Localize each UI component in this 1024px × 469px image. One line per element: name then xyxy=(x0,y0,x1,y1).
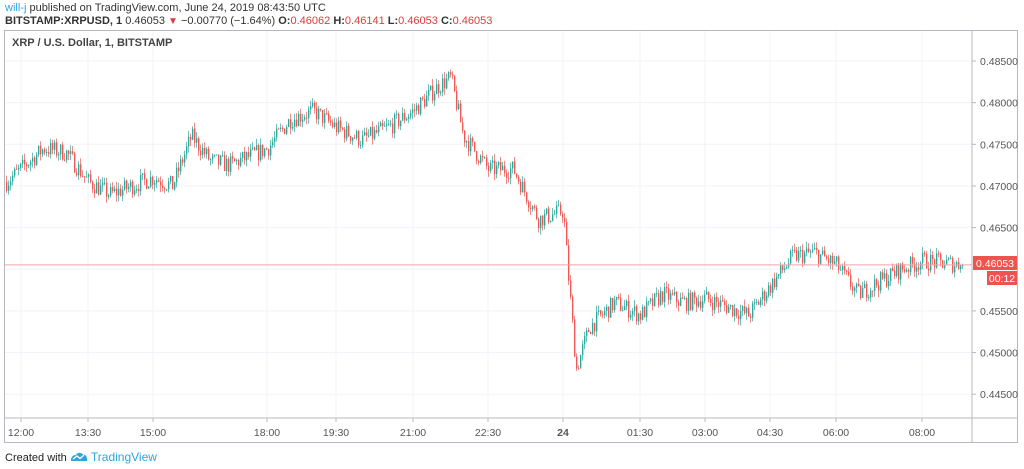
close-label: C: xyxy=(440,15,453,27)
svg-text:0.47000: 0.47000 xyxy=(980,181,1018,193)
svg-text:0.45000: 0.45000 xyxy=(980,348,1018,360)
countdown-badge: 00:12 xyxy=(987,271,1017,285)
svg-text:0.47500: 0.47500 xyxy=(980,139,1018,151)
current-price-badge: 0.46053 xyxy=(973,256,1017,270)
high-value: 0.46141 xyxy=(344,15,385,27)
close-value: 0.46053 xyxy=(452,15,493,27)
svg-text:0.48500: 0.48500 xyxy=(980,56,1018,68)
svg-text:0.45500: 0.45500 xyxy=(980,306,1018,318)
open-value: 0.46062 xyxy=(290,15,331,27)
svg-text:21:00: 21:00 xyxy=(400,427,426,439)
tradingview-cloud-icon xyxy=(70,452,87,461)
low-label: L: xyxy=(387,15,399,27)
countdown-label: 00:12 xyxy=(989,273,1015,285)
svg-text:22:30: 22:30 xyxy=(475,427,501,439)
candlesticks xyxy=(6,69,964,371)
price-change: −0.00770 (−1.64%) xyxy=(181,15,276,27)
svg-text:0.44500: 0.44500 xyxy=(980,389,1018,401)
time-axis[interactable]: 12:00 13:30 15:00 18:00 19:30 21:00 22:30 24 01:… xyxy=(8,418,935,439)
grid-lines xyxy=(5,31,971,417)
svg-text:0.48000: 0.48000 xyxy=(980,98,1018,110)
price-axis[interactable]: 0.48500 0.48000 0.47500 0.47000 0.46500 0.455… xyxy=(972,56,1018,401)
last-price: 0.46053 xyxy=(125,15,165,27)
chart-title: XRP / U.S. Dollar, 1, BITSTAMP xyxy=(12,37,173,49)
open-label: O: xyxy=(278,15,291,27)
author-link[interactable]: will-j xyxy=(5,2,27,14)
svg-text:19:30: 19:30 xyxy=(323,427,349,439)
svg-text:04:30: 04:30 xyxy=(757,427,783,439)
low-value: 0.46053 xyxy=(398,15,438,27)
svg-text:06:00: 06:00 xyxy=(823,427,849,439)
chart-frame xyxy=(4,30,1018,443)
symbol-label: BITSTAMP:XRPUSD, 1 xyxy=(5,15,123,27)
svg-text:18:00: 18:00 xyxy=(254,427,280,439)
svg-text:03:00: 03:00 xyxy=(692,427,718,439)
current-price-label: 0.46053 xyxy=(976,258,1014,270)
created-with-label: Created with xyxy=(5,452,67,464)
published-text: published on TradingView.com, June 24, 2… xyxy=(29,2,326,14)
svg-text:24: 24 xyxy=(557,427,569,439)
high-label: H: xyxy=(333,15,345,27)
footer: Created with TradingView xyxy=(5,450,157,464)
tradingview-brand-link[interactable]: TradingView xyxy=(90,450,157,464)
ohlc-legend: BITSTAMP:XRPUSD, 1 0.46053 ▼ −0.00770 (−… xyxy=(5,15,492,27)
svg-text:13:30: 13:30 xyxy=(75,427,101,439)
svg-text:0.46500: 0.46500 xyxy=(980,223,1018,235)
publish-info: will-j published on TradingView.com, Jun… xyxy=(5,2,326,14)
svg-text:12:00: 12:00 xyxy=(8,427,34,439)
svg-text:15:00: 15:00 xyxy=(140,427,166,439)
svg-text:08:00: 08:00 xyxy=(909,427,935,439)
svg-text:01:30: 01:30 xyxy=(627,427,653,439)
down-triangle-icon: ▼ xyxy=(168,16,178,27)
